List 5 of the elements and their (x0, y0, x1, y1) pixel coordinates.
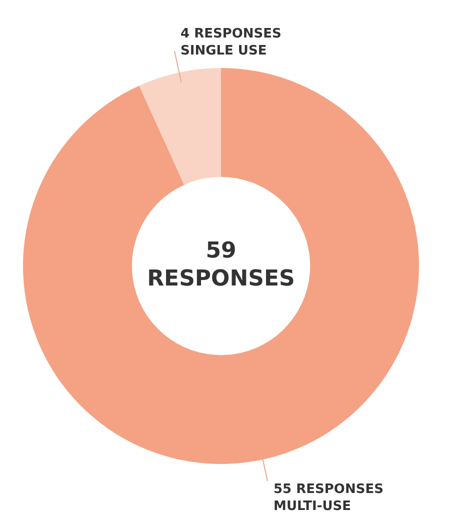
data-label: 4 RESPONSES (180, 26, 282, 42)
text: 59 RESPONSES (147, 238, 295, 292)
data-label: 55 RESPONSES (274, 482, 384, 497)
slice-label: SINGLE USE (180, 43, 267, 58)
slice-label: MULTI-USE (274, 498, 352, 514)
